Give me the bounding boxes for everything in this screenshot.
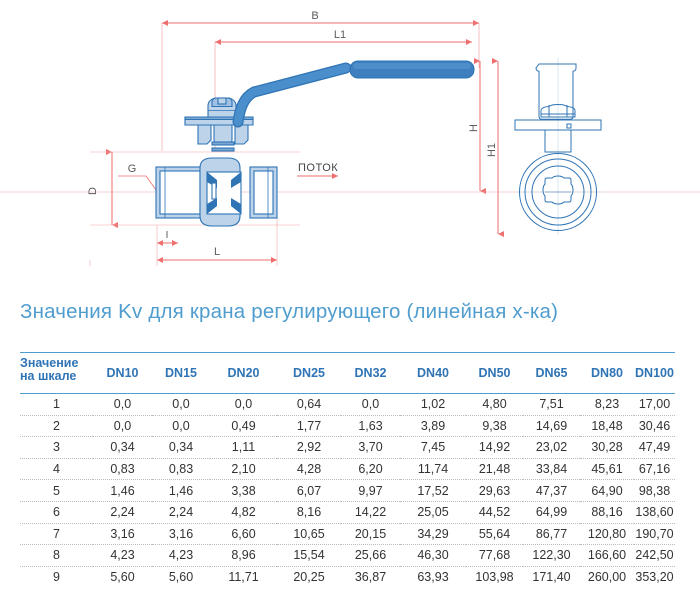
svg-text:I: I [166, 230, 169, 241]
svg-text:D: D [87, 187, 99, 195]
svg-text:L: L [214, 246, 220, 258]
svg-text:B: B [311, 10, 318, 22]
svg-text:L1: L1 [334, 29, 346, 41]
svg-text:G: G [128, 163, 137, 175]
svg-text:H: H [468, 124, 480, 132]
svg-text:ПОТОК: ПОТОК [298, 162, 338, 174]
svg-text:H1: H1 [486, 143, 498, 157]
